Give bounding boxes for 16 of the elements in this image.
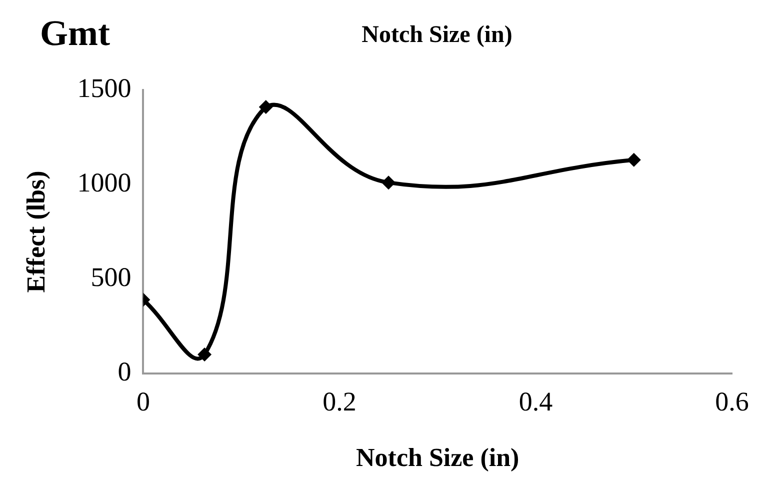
point — [258, 100, 273, 114]
y-tick-label: 0 — [118, 356, 132, 386]
point — [198, 348, 212, 362]
point — [626, 152, 641, 167]
x-tick-label: 0.2 — [322, 386, 356, 417]
x-tick-label: 0 — [136, 386, 150, 417]
chart-subtitle: Notch Size (in) — [360, 22, 514, 49]
x-axis-title: Notch Size (in) — [356, 443, 520, 472]
x-tick-label: 0.6 — [715, 386, 749, 417]
y-tick-label: 500 — [90, 262, 132, 292]
y-tick-label: 1500 — [77, 73, 132, 104]
y-tick-label: 1000 — [77, 168, 132, 198]
x-tick-label: 0.4 — [518, 386, 554, 417]
point — [382, 176, 396, 190]
y-axis-title: Effect (lbs) — [21, 170, 50, 293]
chart-title: Gmt — [40, 12, 110, 54]
